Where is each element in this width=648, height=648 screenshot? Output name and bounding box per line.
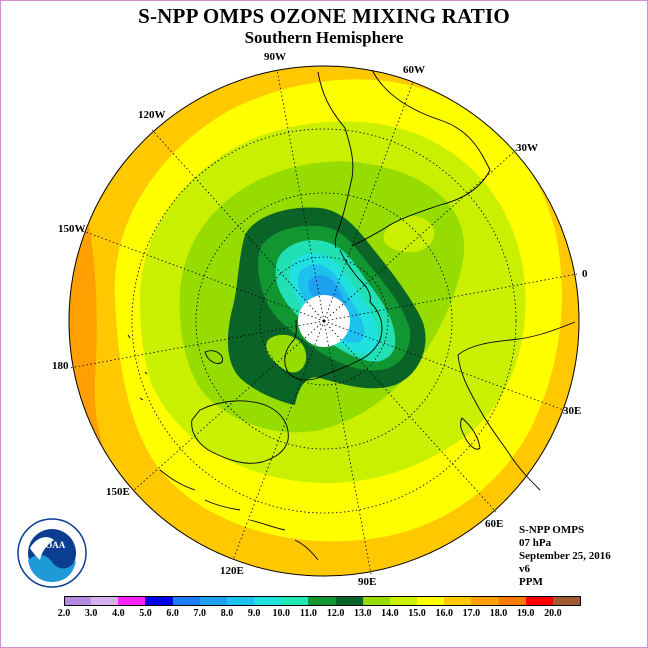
colorbar-swatch [172,596,201,606]
lon-label-60e: 60E [485,518,504,530]
colorbar-swatch [91,596,120,606]
meridian-line [323,149,517,322]
contour-14-patch [383,216,435,253]
colorbar-tick-label: 10.0 [272,608,291,619]
colorbar-tick-label: 19.0 [516,608,535,619]
meridian-line [323,81,414,322]
ozone-contours [69,66,579,576]
colorbar-swatch [254,596,283,606]
colorbar-tick-label: 4.0 [112,608,125,619]
colorbar-tick-label: 6.0 [166,608,179,619]
lon-label-0: 0 [582,268,588,280]
colorbar-swatch [525,596,554,606]
coastline-madagascar [460,417,481,450]
coastline-islands [127,334,148,401]
colorbar-tick-label: 2.0 [57,608,71,619]
latitude-circle [259,256,389,386]
coastlines [127,69,576,561]
map-subtitle: Southern Hemisphere [244,28,404,47]
colorbar-tick-label: 15.0 [408,608,426,619]
colorbar-tick-label: 13.0 [353,608,372,619]
graticule [69,69,578,575]
meridian-line [69,320,325,369]
meridian-line [323,320,372,575]
colorbar-tick-label: 7.0 [193,608,207,619]
lon-label-150e: 150E [106,486,130,498]
lon-label-120e: 120E [220,565,244,577]
coastline-africa [457,321,576,491]
lon-label-180: 180 [52,360,69,372]
colorbar-swatch [64,596,92,606]
colorbar-tick-label: 20.0 [544,608,562,619]
colorbar-swatch [308,596,337,606]
colorbar-tick-label: 18.0 [489,608,508,619]
pressure-level: 07 hPa [519,537,552,549]
lon-label-30e: 30E [563,405,582,417]
colorbar-swatch [552,596,581,606]
latitude-circle [195,192,453,450]
colorbar [64,596,581,606]
colorbar-swatch [335,596,364,606]
colorbar-swatch [417,596,446,606]
colorbar-swatch [199,596,228,606]
colorbar-swatch [498,596,527,606]
meridian-line [232,320,325,561]
colorbar-tick-label: 16.0 [435,608,453,619]
lon-label-90e: 90E [358,576,377,588]
coastline-antarctic-peninsula [339,249,371,303]
colorbar-tick-label: 8.0 [220,608,234,619]
map-border [68,65,580,577]
coastline-new-zealand [204,350,223,364]
instrument-name: S-NPP OMPS [519,524,585,536]
map-title: S-NPP OMPS OZONE MIXING RATIO [138,4,510,28]
meridian-line [82,230,325,322]
meridian-line [132,320,325,492]
colorbar-swatch [444,596,473,606]
colorbar-swatch [118,596,147,606]
colorbar-tick-label: 14.0 [381,608,399,619]
pole-center [322,319,326,323]
data-version: v6 [519,563,530,575]
lon-label-60w: 60W [403,64,425,76]
colorbar-swatch [226,596,255,606]
noaa-logo [17,518,87,588]
observation-date: September 25, 2016 [519,550,611,562]
colorbar-swatch [471,596,500,606]
lon-label-90w: 90W [264,51,286,63]
colorbar-swatch [281,596,310,606]
colorbar-swatch [145,596,174,606]
coastline-south-america [317,71,354,249]
product-info: S-NPP OMPS 07 hPa September 25, 2016 v6 … [519,524,611,589]
lon-label-120w: 120W [138,109,166,121]
meridian-line [151,129,325,322]
contour-17 [69,140,140,560]
colorbar-swatch [362,596,391,606]
colorbar-tick-label: 9.0 [247,608,261,619]
lon-label-30w: 30W [516,142,538,154]
coastline-indonesia [159,469,319,561]
meridian-line [323,320,497,513]
meridian-line [323,320,567,412]
colorbar-tick-label: 5.0 [139,608,152,619]
contour-13-indent [266,334,307,373]
colorbar-tick-label: 17.0 [462,608,481,619]
coastline-south-america [351,69,491,247]
colorbar-swatch [389,596,418,606]
colorbar-tick-label: 12.0 [326,608,345,619]
meridian-line [276,69,325,322]
coastline-australia [191,400,289,464]
units-label: PPM [519,576,543,588]
colorbar-tick-label: 11.0 [299,608,317,619]
lon-label-150w: 150W [58,223,86,235]
coastline-antarctica [284,301,383,381]
latitude-circle [131,128,517,514]
colorbar-ticks: 2.0 3.0 4.0 5.0 6.0 7.0 8.0 9.0 10.0 11.0 12.0 13.0… [58,608,580,622]
colorbar-tick-label: 3.0 [84,608,98,619]
meridian-line [323,273,578,322]
noaa-logo-label: NOAA [38,540,66,550]
